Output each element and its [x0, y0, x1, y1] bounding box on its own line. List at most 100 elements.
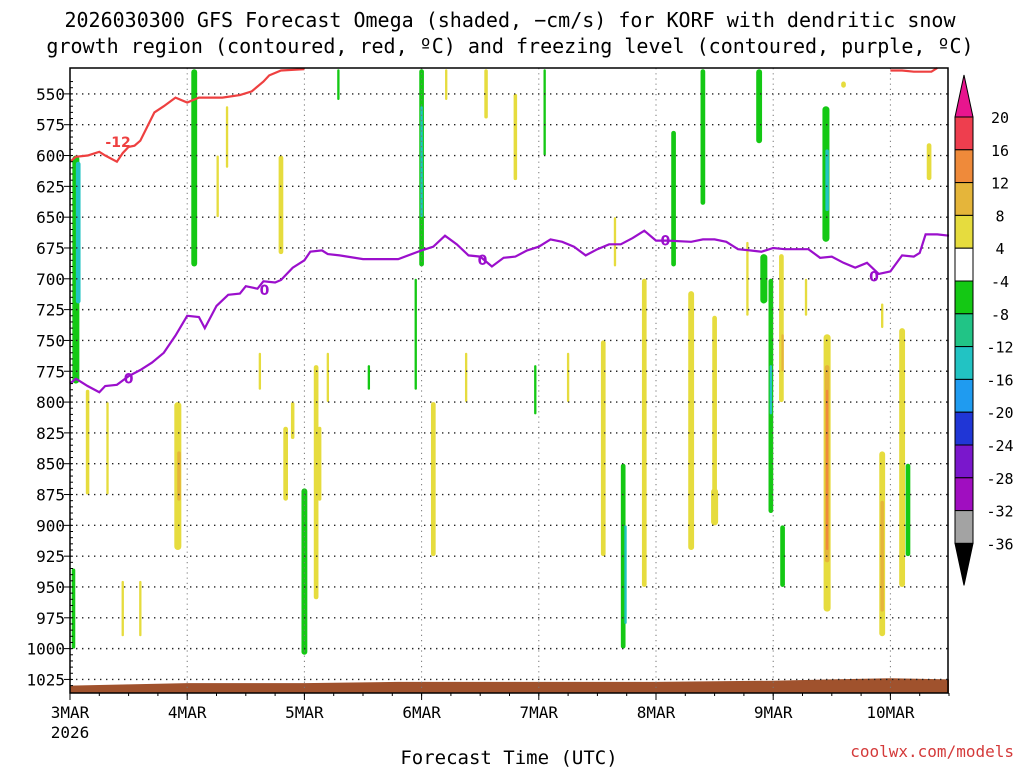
x-tick-label-3MAR: 3MAR	[51, 703, 90, 722]
omega-patch-21	[367, 365, 371, 390]
colorbar-label-0: 20	[991, 109, 1009, 127]
omega-patch-9	[191, 69, 198, 267]
colorbar-top-arrow	[954, 74, 974, 118]
colorbar-label-10: -24	[986, 437, 1013, 455]
colorbar-label-5: -4	[991, 273, 1009, 291]
colorbar-label-13: -36	[986, 535, 1013, 553]
omega-patch-19	[326, 352, 330, 403]
omega-patch-40	[700, 69, 706, 205]
x-axis-label: Forecast Time (UTC)	[400, 747, 617, 768]
x-tick-label-8MAR: 8MAR	[637, 703, 676, 722]
omega-patch-27	[464, 352, 468, 403]
colorbar-legend: 20 16 12 8 4 -4 -8 -12 -16 -20 -24 -28 -32 -36	[954, 74, 1014, 586]
colorbar-swatch-7	[954, 346, 974, 380]
freezing-level-line	[69, 229, 950, 394]
omega-patch-37	[641, 278, 647, 587]
omega-patch-61	[905, 463, 911, 557]
y-tick-label-825: 825	[36, 424, 65, 443]
freezing-contour-label-2: 0	[478, 253, 488, 269]
colorbar-swatch-6	[954, 313, 974, 348]
plot-area: -12 0 0 0 0 0 550 575 600 625 650 675 700 725 750 775 80…	[26, 67, 950, 742]
omega-patch-62	[926, 143, 932, 181]
y-tick-label-1000: 1000	[26, 640, 65, 659]
colorbar-swatch-5	[954, 280, 974, 315]
dgz-contour-line-right	[890, 67, 938, 73]
omega-patch-13	[278, 155, 284, 255]
omega-patch-26	[445, 69, 448, 101]
omega-patch-22	[414, 278, 417, 390]
colorbar-swatch-8	[954, 378, 974, 413]
omega-patch-14	[283, 426, 288, 501]
colorbar-label-9: -20	[986, 404, 1013, 422]
y-tick-label-650: 650	[36, 208, 65, 227]
y-tick-label-775: 775	[36, 362, 65, 381]
omega-patch-16	[301, 488, 308, 655]
colorbar-label-3: 8	[995, 207, 1004, 225]
omega-patch-10	[216, 155, 219, 218]
omega-patch-6	[139, 580, 142, 637]
chart-title-line1: 2026030300 GFS Forecast Omega (shaded, −…	[64, 8, 956, 32]
omega-shading	[71, 69, 932, 655]
omega-patch-36	[624, 525, 627, 624]
y-tick-label-1025: 1025	[26, 670, 65, 689]
freezing-contour-label-1: 0	[260, 283, 270, 299]
grid-lines	[69, 68, 948, 693]
omega-patch-5	[121, 580, 124, 637]
omega-patch-38	[671, 130, 676, 267]
colorbar-label-7: -12	[986, 339, 1013, 357]
freezing-contour-label-3: 0	[661, 234, 671, 250]
colorbar-swatch-1	[954, 149, 974, 184]
omega-patch-12	[258, 352, 262, 390]
plot-frame	[69, 67, 949, 694]
omega-patch-39	[688, 291, 695, 551]
y-tick-label-750: 750	[36, 331, 65, 350]
freezing-contour-label-0: 0	[124, 372, 134, 388]
x-tick-label-10MAR: 10MAR	[866, 703, 915, 722]
omega-patch-1	[75, 161, 81, 304]
y-tick-label-550: 550	[36, 85, 65, 104]
y-tick-label-875: 875	[36, 486, 65, 505]
dgz-contour-label: -12	[105, 135, 130, 151]
colorbar-swatch-11	[954, 477, 974, 512]
x-tick-sublabel: 2026	[51, 723, 90, 742]
omega-patch-53	[825, 149, 829, 211]
omega-patch-18	[317, 426, 322, 501]
x-tick-label-9MAR: 9MAR	[754, 703, 793, 722]
omega-patch-47	[760, 254, 768, 304]
colorbar-label-1: 16	[991, 142, 1009, 160]
y-tick-label-850: 850	[36, 455, 65, 474]
omega-patch-29	[513, 93, 518, 181]
omega-patch-30	[534, 365, 537, 415]
omega-patch-46	[769, 365, 773, 415]
omega-patch-59	[880, 500, 884, 612]
x-tick-label-5MAR: 5MAR	[285, 703, 324, 722]
omega-patch-20	[337, 69, 340, 101]
omega-patch-4	[85, 389, 90, 495]
omega-patch-25	[430, 402, 436, 557]
credit-link[interactable]: coolwx.com/models	[850, 742, 1014, 761]
colorbar-label-8: -16	[986, 371, 1013, 389]
omega-patch-34	[613, 217, 617, 267]
colorbar-bottom-arrow	[954, 542, 974, 586]
colorbar-swatch-12	[954, 510, 974, 544]
y-tick-label-625: 625	[36, 177, 65, 196]
omega-patch-15	[290, 402, 295, 440]
terrain-surface	[70, 678, 949, 693]
omega-patch-60	[899, 328, 906, 587]
omega-patch-51	[804, 278, 808, 316]
omega-patch-33	[600, 340, 606, 557]
colorbar-label-2: 12	[991, 175, 1009, 193]
omega-patch-11	[225, 106, 229, 168]
omega-patch-17	[313, 365, 319, 600]
omega-patch-48	[779, 254, 784, 403]
omega-patch-44	[756, 69, 763, 144]
omega-patch-43	[746, 241, 749, 316]
omega-patch-41	[712, 315, 717, 514]
colorbar-swatch-10	[954, 444, 974, 479]
omega-patch-3	[106, 402, 109, 495]
chart-title-line2: growth region (contoured, red, ºC) and f…	[46, 34, 973, 58]
colorbar-swatch-2	[954, 182, 974, 216]
y-tick-label-900: 900	[36, 516, 65, 535]
y-tick-label-575: 575	[36, 116, 65, 135]
